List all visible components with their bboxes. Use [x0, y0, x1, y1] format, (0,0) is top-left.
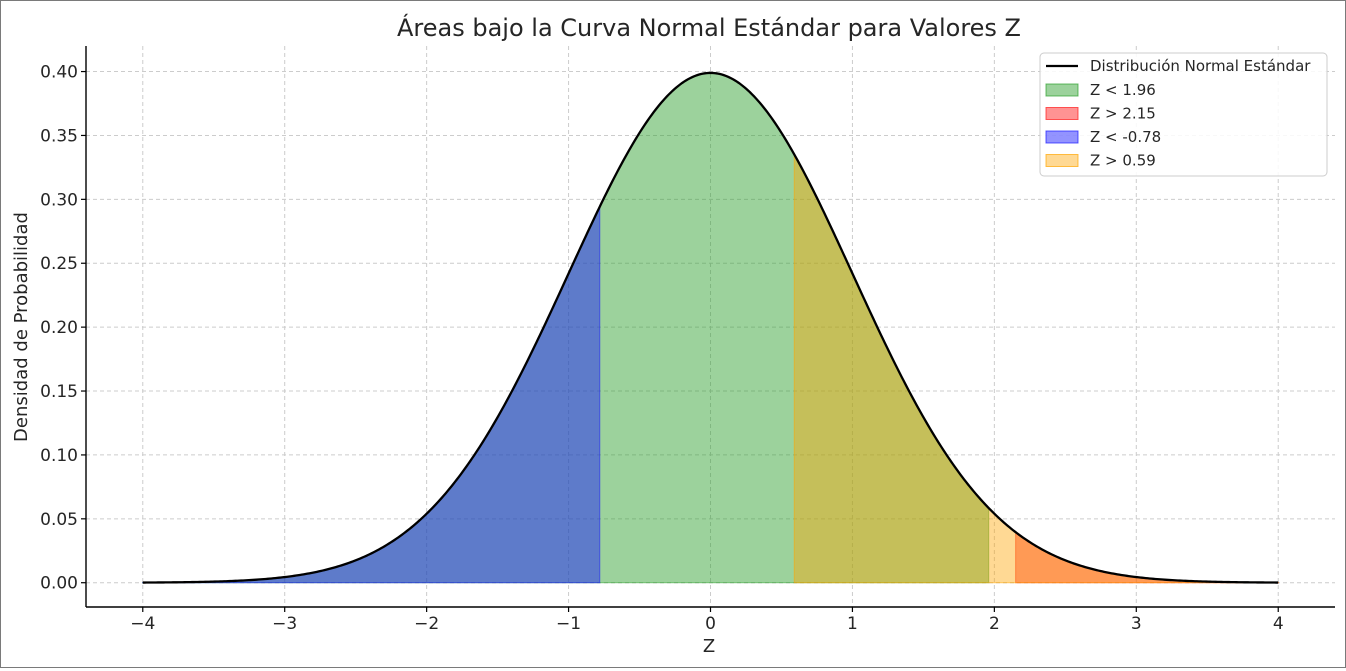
y-tick-label-4: 0.20 [40, 318, 78, 338]
y-tick-label-7: 0.35 [40, 126, 78, 146]
x-axis-label: Z [703, 636, 715, 657]
y-tick-label-1: 0.05 [40, 510, 78, 530]
y-axis-label: Densidad de Probabilidad [11, 212, 32, 442]
chart-title: Áreas bajo la Curva Normal Estándar para… [397, 13, 1021, 42]
y-ticks: 0.00 0.05 0.10 0.15 0.20 0.25 0.30 0.35 0.40 [40, 63, 86, 594]
y-tick-label-5: 0.25 [40, 254, 78, 274]
y-tick-label-0: 0.00 [40, 574, 78, 594]
legend-label-1: Z < 1.96 [1090, 81, 1156, 99]
x-tick-label-8: 4 [1273, 614, 1284, 634]
legend-swatch-3 [1045, 130, 1079, 144]
legend-swatch-1 [1045, 83, 1079, 97]
legend-box [1039, 52, 1328, 177]
legend-label-curve: Distribución Normal Estándar [1090, 57, 1311, 75]
normal-curve [142, 71, 1279, 584]
legend: Distribución Normal Estándar Z < 1.96 Z >… [1039, 52, 1328, 177]
legend-label-4: Z > 0.59 [1090, 152, 1156, 170]
x-ticks: −4 −3 −2 −1 0 1 2 3 4 [130, 607, 1284, 634]
curve-layer [142, 71, 1279, 584]
legend-region-items: Z < 1.96 Z > 2.15 Z < -0.78 Z > 0.59 [1045, 81, 1161, 170]
x-tick-label-6: 2 [989, 614, 1000, 634]
legend-label-3: Z < -0.78 [1090, 128, 1161, 146]
legend-swatch-2 [1045, 107, 1079, 120]
x-tick-label-7: 3 [1131, 614, 1142, 634]
region-3 [142, 206, 601, 584]
legend-swatch-4 [1045, 154, 1079, 167]
y-tick-label-2: 0.10 [40, 446, 78, 466]
region-4 [793, 152, 1279, 584]
x-tick-label-3: −1 [556, 614, 581, 634]
x-tick-label-2: −2 [414, 614, 439, 634]
legend-label-2: Z > 2.15 [1090, 105, 1156, 123]
y-tick-label-8: 0.40 [40, 63, 78, 83]
x-tick-label-5: 1 [847, 614, 858, 634]
x-tick-label-1: −3 [272, 614, 297, 634]
y-tick-label-6: 0.30 [40, 190, 78, 210]
x-tick-label-0: −4 [130, 614, 155, 634]
x-tick-label-4: 0 [705, 614, 716, 634]
y-tick-label-3: 0.15 [40, 382, 78, 402]
